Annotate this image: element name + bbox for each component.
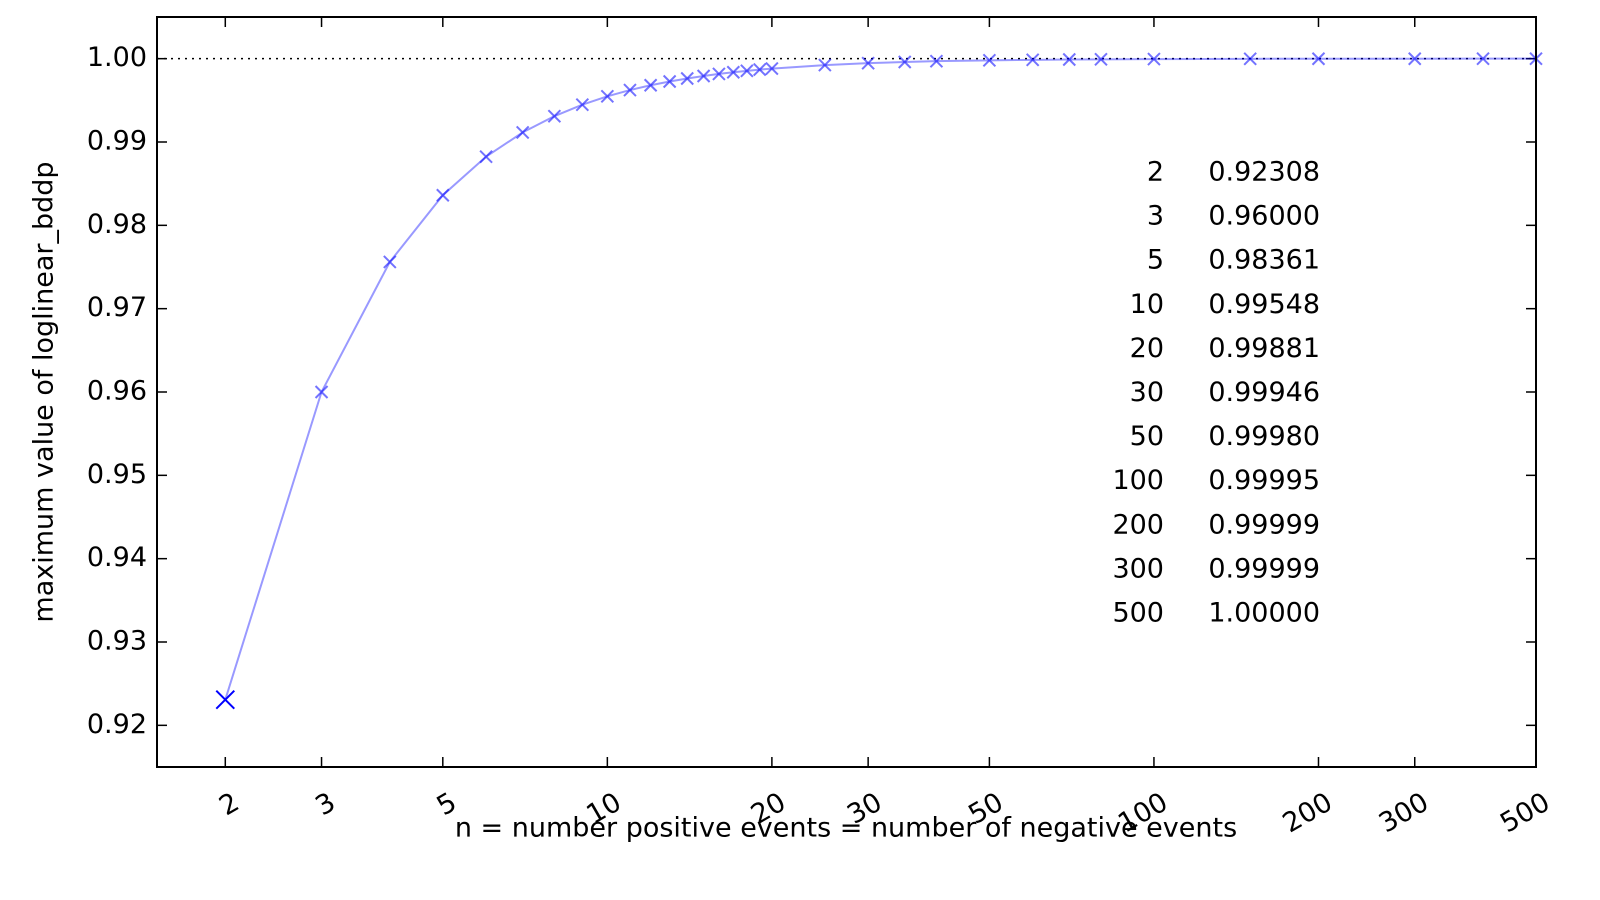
annotation-n: 100 [1112,465,1164,496]
data-marker [726,65,741,79]
annotation-value: 0.99999 [1208,509,1320,540]
annotation-value: 0.99548 [1208,289,1320,320]
annotation-n: 5 [1147,245,1164,276]
annotation-value: 0.96000 [1208,201,1320,232]
y-tick-label: 0.92 [87,709,147,740]
data-marker [1025,53,1040,67]
data-marker [740,64,754,78]
x-tick-label: 200 [1278,787,1338,840]
annotation-n: 10 [1130,289,1164,320]
annotation-n: 300 [1112,553,1164,584]
data-marker [1476,51,1490,66]
y-tick-label: 0.94 [87,542,147,573]
annotation-value: 0.99946 [1208,377,1320,408]
data-marker [383,255,397,269]
y-tick-label: 0.96 [87,376,147,407]
data-marker [1147,52,1161,66]
annotation-n: 3 [1147,201,1164,232]
data-marker [1408,52,1422,66]
data-marker [696,69,711,83]
annotation-value: 0.99980 [1208,421,1320,452]
data-marker [314,385,329,399]
data-marker [662,74,677,89]
data-marker [215,689,235,710]
data-marker [753,62,767,77]
data-marker [575,97,590,112]
data-marker [515,125,530,140]
annotation-n: 20 [1130,333,1164,364]
y-axis-label: maximum value of loglinear_bddp [29,161,60,622]
annotation-n: 50 [1130,421,1164,452]
annotation-value: 0.99995 [1208,465,1320,496]
data-marker [600,89,615,104]
data-marker [547,109,562,123]
data-marker [1094,52,1108,67]
data-marker [861,56,875,70]
x-tick-label: 3 [310,787,340,822]
y-tick-label: 0.95 [87,459,147,490]
annotation-n: 30 [1130,377,1164,408]
x-tick-label: 300 [1374,787,1434,840]
annotation-n: 500 [1112,598,1164,629]
data-marker [436,188,450,202]
annotation-value: 0.99999 [1208,553,1320,584]
data-marker [929,54,944,68]
data-marker [1243,52,1257,66]
annotation-n: 200 [1112,509,1164,540]
annotation-value: 0.92308 [1208,157,1320,188]
x-tick-label: 500 [1495,787,1555,840]
annotation-n: 2 [1147,157,1164,188]
data-marker [1311,52,1326,66]
x-tick-label: 2 [214,787,244,822]
annotation-value: 0.99881 [1208,333,1320,364]
data-marker [643,78,658,92]
plot-frame [156,16,1537,768]
data-marker [1062,52,1076,67]
data-marker [898,55,912,69]
data-marker [680,71,694,86]
y-tick-label: 0.98 [87,209,147,240]
data-marker [765,61,779,76]
y-tick-label: 0.93 [87,626,147,657]
data-marker [982,53,997,68]
y-tick-label: 0.99 [87,126,147,157]
data-marker [712,67,726,81]
y-tick-label: 1.00 [87,42,147,73]
data-marker [479,149,493,164]
data-marker [818,58,832,72]
data-line [224,57,1536,700]
data-marker [623,83,637,97]
annotation-value: 1.00000 [1208,598,1320,629]
y-tick-label: 0.97 [87,292,147,323]
x-axis-label: n = number positive events = number of n… [455,813,1237,844]
annotation-value: 0.98361 [1208,245,1320,276]
